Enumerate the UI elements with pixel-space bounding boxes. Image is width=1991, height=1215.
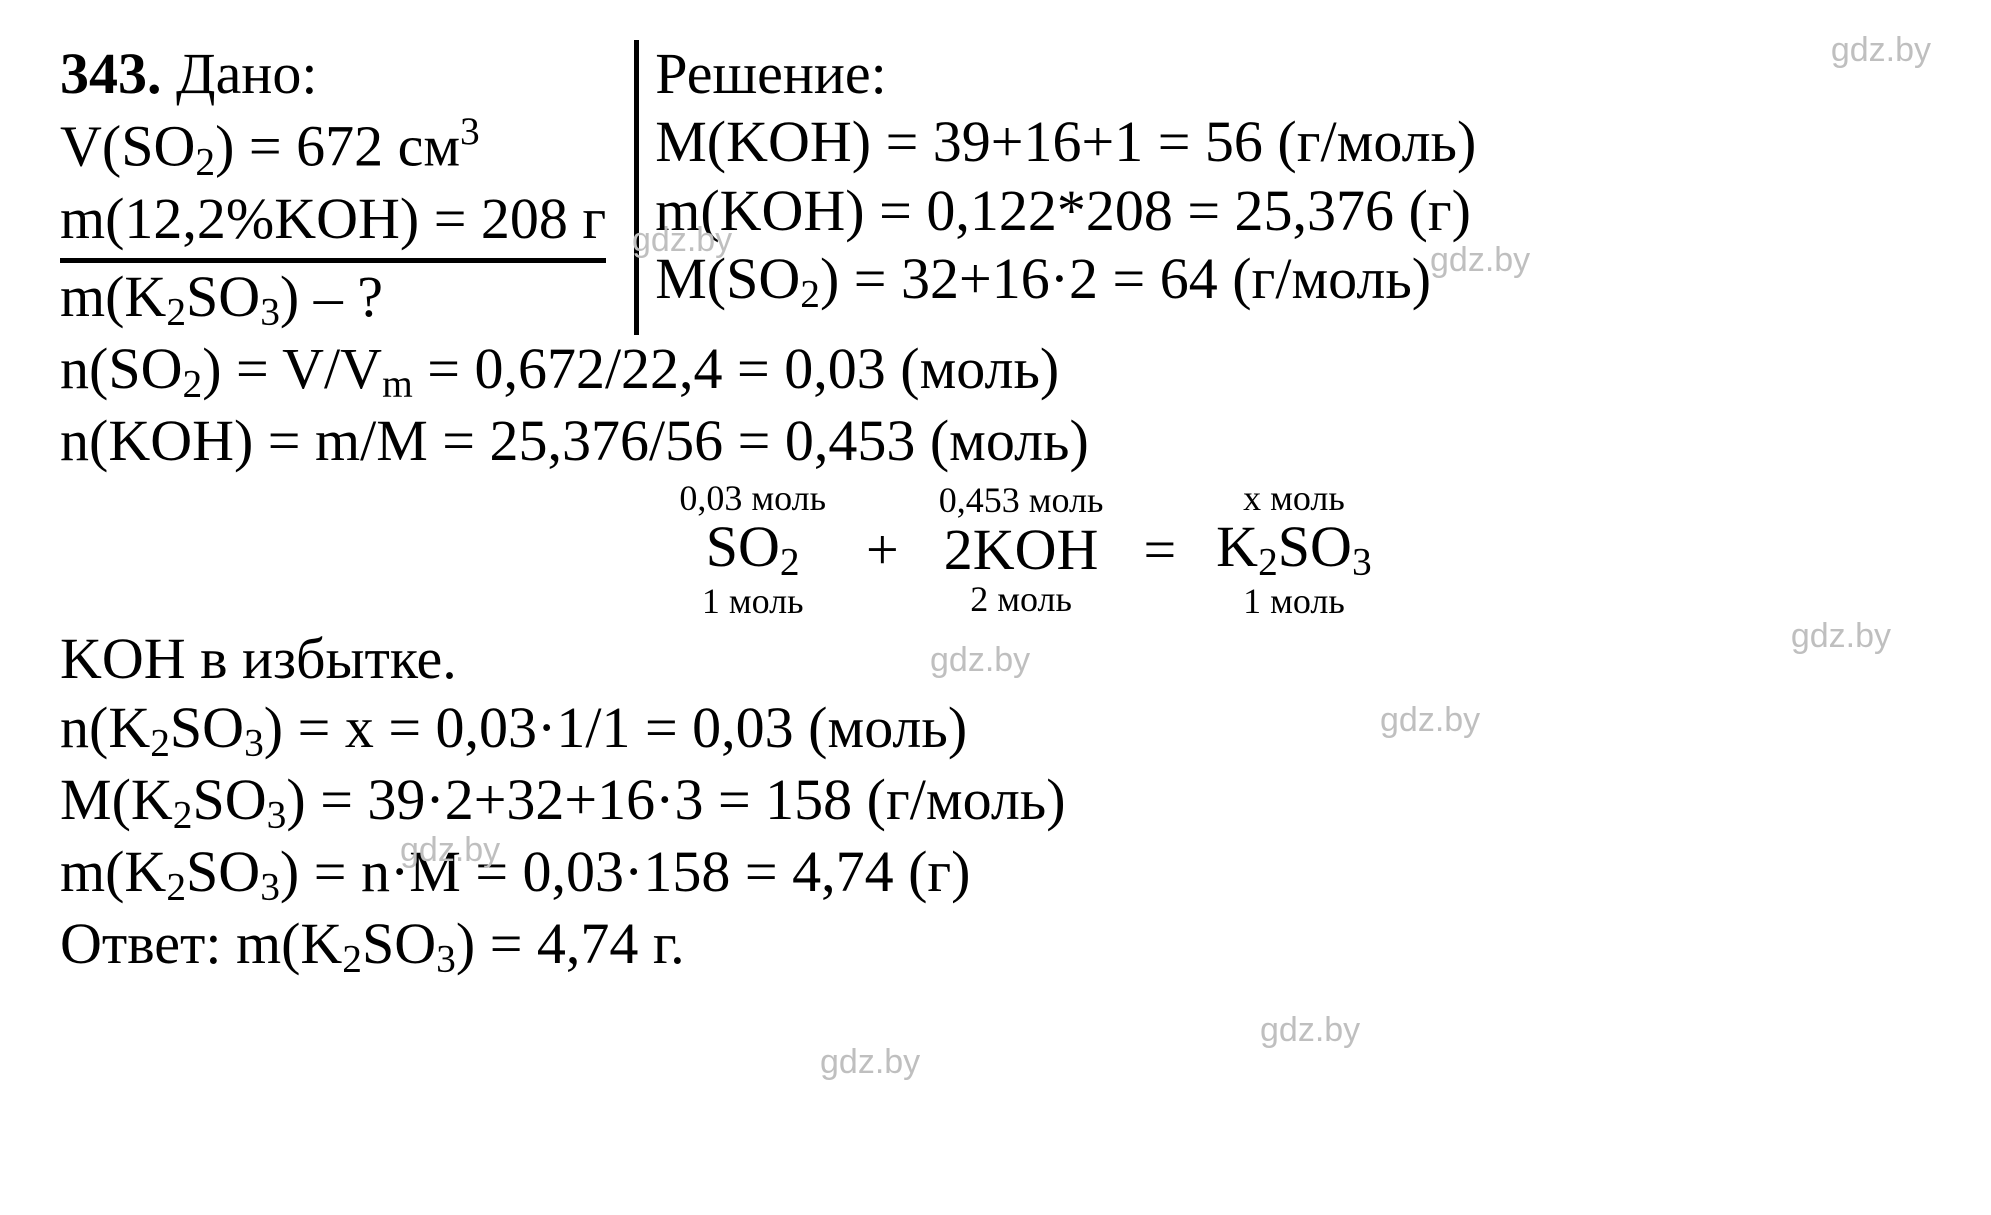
subscript: 2 xyxy=(342,937,362,981)
subscript: 3 xyxy=(260,865,280,909)
find-line: m(K2SO3) – ? xyxy=(60,263,606,335)
subscript: 2 xyxy=(800,272,820,316)
subscript: 2 xyxy=(166,289,186,333)
subscript: 2 xyxy=(780,540,800,584)
superscript: 3 xyxy=(460,109,480,153)
text: ) = 32+16·2 = 64 (г/моль) xyxy=(820,246,1431,311)
subscript: m xyxy=(382,362,413,406)
text: SO xyxy=(362,911,436,976)
equation-operator: + xyxy=(866,508,899,593)
equation-operator: = xyxy=(1143,508,1176,593)
text: ) = 672 см xyxy=(215,114,460,179)
plus-sign: + xyxy=(866,508,899,593)
subscript: 2 xyxy=(1258,540,1278,584)
text: m(K xyxy=(60,839,166,904)
text: SO xyxy=(170,695,244,760)
answer-line: Ответ: m(K2SO3) = 4,74 г. xyxy=(60,910,1991,982)
equation-term: 0,453 моль 2KOH 2 моль xyxy=(939,482,1104,618)
text: ) = V/V xyxy=(202,336,382,401)
given-line: m(12,2%KOH) = 208 г xyxy=(60,185,606,253)
watermark: gdz.by xyxy=(1260,1010,1360,1050)
under-label: 1 моль xyxy=(1243,583,1345,621)
subscript: 2 xyxy=(182,362,202,406)
body-line: m(K2SO3) = n·M = 0,03·158 = 4,74 (г) xyxy=(60,838,1991,910)
subscript: 3 xyxy=(267,793,287,837)
under-label: 1 моль xyxy=(702,583,804,621)
body-line: M(K2SO3) = 39·2+32+16·3 = 158 (г/моль) xyxy=(60,766,1991,838)
watermark: gdz.by xyxy=(1430,240,1530,280)
watermark: gdz.by xyxy=(400,830,500,870)
text: m(12,2%KOH) = 208 г xyxy=(60,186,606,251)
over-label: 0,453 моль xyxy=(939,482,1104,520)
subscript: 2 xyxy=(150,720,170,764)
solution-block: Решение: M(KOH) = 39+16+1 = 56 (г/моль) … xyxy=(639,40,1476,318)
text: SO xyxy=(706,514,780,579)
text: = 0,672/22,4 = 0,03 (моль) xyxy=(413,336,1060,401)
reaction-equation: 0,03 моль SO2 1 моль + 0,453 моль 2KOH 2… xyxy=(60,480,1991,622)
over-label: х моль xyxy=(1243,480,1345,518)
solution-line: M(KOH) = 39+16+1 = 56 (г/моль) xyxy=(655,108,1476,176)
text: ) – ? xyxy=(280,264,383,329)
text: SO xyxy=(193,767,267,832)
solution-heading: Решение: xyxy=(655,40,1476,108)
formula: 2KOH xyxy=(944,520,1099,581)
text: ) = n·M = 0,03·158 = 4,74 (г) xyxy=(280,839,971,904)
solution-line: m(KOH) = 0,122*208 = 25,376 (г) xyxy=(655,177,1476,245)
watermark: gdz.by xyxy=(820,1042,920,1082)
watermark: gdz.by xyxy=(1791,616,1891,656)
subscript: 3 xyxy=(436,937,456,981)
text: SO xyxy=(186,264,260,329)
watermark: gdz.by xyxy=(930,640,1030,680)
equals-sign: = xyxy=(1143,508,1176,593)
text: m(K xyxy=(60,264,166,329)
over-label: 0,03 моль xyxy=(679,480,826,518)
text: n(K xyxy=(60,695,150,760)
subscript: 3 xyxy=(1352,540,1372,584)
text: Ответ: m(K xyxy=(60,911,342,976)
subscript: 2 xyxy=(166,865,186,909)
equation-term: х моль K2SO3 1 моль xyxy=(1216,480,1371,622)
given-heading: Дано: xyxy=(176,41,317,106)
solution-line: M(SO2) = 32+16·2 = 64 (г/моль) xyxy=(655,245,1476,317)
subscript: 3 xyxy=(244,720,264,764)
text: SO xyxy=(186,839,260,904)
body-line: n(K2SO3) = x = 0,03·1/1 = 0,03 (моль) xyxy=(60,694,1991,766)
text: ) = 4,74 г. xyxy=(456,911,685,976)
watermark: gdz.by xyxy=(1831,30,1931,70)
text: K xyxy=(1216,514,1258,579)
text: M(K xyxy=(60,767,173,832)
text: V(SO xyxy=(60,114,195,179)
subscript: 3 xyxy=(260,289,280,333)
body-line: n(KOH) = m/M = 25,376/56 = 0,453 (моль) xyxy=(60,407,1991,475)
text: n(SO xyxy=(60,336,182,401)
subscript: 2 xyxy=(195,140,215,184)
under-label: 2 моль xyxy=(970,581,1072,619)
text: ) = x = 0,03·1/1 = 0,03 (моль) xyxy=(264,695,967,760)
given-line: V(SO2) = 672 см3 xyxy=(60,108,606,185)
watermark: gdz.by xyxy=(632,220,732,260)
body-line: n(SO2) = V/Vm = 0,672/22,4 = 0,03 (моль) xyxy=(60,335,1991,407)
formula: SO2 xyxy=(706,517,800,583)
given-block: 343. Дано: V(SO2) = 672 см3 m(12,2%KOH) … xyxy=(60,40,634,335)
text: SO xyxy=(1278,514,1352,579)
page: gdz.by gdz.by gdz.by gdz.by gdz.by gdz.b… xyxy=(0,0,1991,1215)
equation-term: 0,03 моль SO2 1 моль xyxy=(679,480,826,622)
text: ) = 39·2+32+16·3 = 158 (г/моль) xyxy=(286,767,1065,832)
problem-number: 343. xyxy=(60,41,176,106)
watermark: gdz.by xyxy=(1380,700,1480,740)
subscript: 2 xyxy=(173,793,193,837)
given-solution-columns: 343. Дано: V(SO2) = 672 см3 m(12,2%KOH) … xyxy=(60,40,1991,335)
formula: K2SO3 xyxy=(1216,517,1371,583)
